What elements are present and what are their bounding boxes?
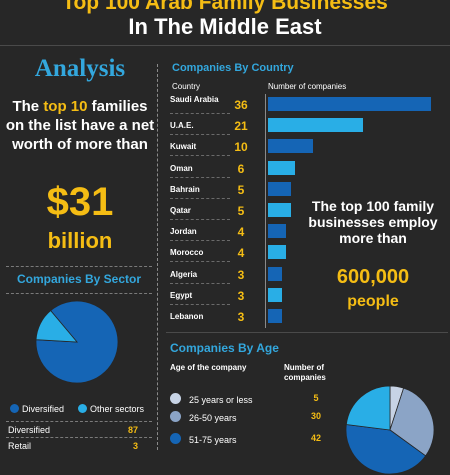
age-swatch	[170, 411, 181, 422]
employment-value: 600,000	[336, 266, 410, 288]
net-worth-value: $31	[46, 180, 114, 224]
net-worth-unit: billion	[47, 228, 113, 253]
age-swatch	[170, 393, 181, 404]
age-row-value: 30	[310, 411, 321, 421]
country-column-header: Country	[172, 82, 201, 91]
country-label: Saudi Arabia	[170, 95, 219, 104]
title-divider	[0, 45, 450, 46]
age-row: 26-50 years	[170, 411, 237, 423]
age-swatch	[170, 433, 181, 444]
country-bar	[268, 139, 314, 154]
sector-top-rule	[6, 266, 152, 267]
column-divider	[157, 64, 158, 450]
country-count-label: 10	[234, 140, 248, 155]
country-count-label: 5	[237, 182, 245, 197]
country-label: Egypt	[170, 290, 193, 300]
sector-table-rule	[6, 437, 152, 438]
sector-table-value: 87	[127, 425, 138, 435]
country-bar	[268, 181, 291, 196]
country-chart-title: Companies By Country	[172, 62, 294, 74]
country-count-label: 36	[234, 98, 248, 112]
employment-unit: people	[347, 293, 399, 310]
page-title: Top 100 Arab Family Businesses	[62, 0, 388, 14]
count-column-header: Number of companies	[268, 82, 347, 91]
sector-pie-slice	[35, 310, 78, 343]
country-bar	[268, 203, 291, 217]
sector-heading-rule	[6, 293, 152, 294]
age-column-header: Age of the company	[170, 363, 247, 372]
age-pie-slice	[345, 385, 391, 431]
analysis-text-post: families on the list have a net worth of…	[5, 98, 155, 153]
country-row-rule	[170, 197, 230, 199]
country-bar	[268, 287, 282, 302]
sector-table-row: Diversified 87	[8, 425, 138, 435]
country-count-label: 3	[237, 288, 245, 303]
country-label: Jordan	[170, 227, 197, 237]
sector-table-row: Retail 3	[8, 441, 138, 451]
country-bar	[268, 245, 287, 260]
country-row-rule	[170, 282, 230, 284]
country-count-label: 4	[237, 246, 245, 261]
analysis-text: The top 10 families on the list have a n…	[4, 97, 156, 154]
country-bar	[268, 160, 296, 175]
country-label: Qatar	[170, 206, 191, 215]
age-chart-title: Companies By Age	[170, 341, 279, 355]
legend-swatch-other-sectors	[78, 404, 87, 413]
country-label: Bahrain	[170, 184, 200, 194]
country-row-rule	[170, 134, 230, 136]
country-bar	[268, 309, 282, 323]
age-row-value: 42	[310, 433, 321, 443]
age-row-value: 5	[313, 393, 319, 403]
sector-table-rule	[6, 421, 152, 422]
country-row-rule	[170, 261, 230, 263]
analysis-text-pre: The	[12, 98, 44, 115]
country-count-label: 6	[237, 161, 245, 176]
age-section-rule	[166, 332, 448, 333]
country-bar	[268, 97, 431, 111]
country-label: Oman	[170, 163, 193, 173]
bars-axis	[265, 94, 266, 328]
country-count-label: 21	[234, 119, 248, 134]
analysis-text-highlight: top 10	[43, 98, 88, 115]
page-subtitle: In The Middle East	[128, 14, 322, 39]
age-row-label: 51-75 years	[189, 435, 237, 445]
employment-text: The top 100 family businesses employ mor…	[308, 198, 438, 246]
country-label: Algeria	[170, 269, 198, 279]
legend-label-diversified: Diversified	[22, 404, 65, 414]
sector-table-label: Diversified	[8, 425, 51, 435]
country-row-rule	[170, 155, 230, 157]
country-bar	[268, 266, 282, 281]
country-bar	[268, 224, 287, 239]
age-row: 25 years or less	[170, 393, 253, 405]
country-row-rule	[170, 113, 230, 114]
country-row-rule	[170, 303, 230, 305]
age-pie-chart	[345, 385, 435, 475]
country-count-label: 3	[237, 267, 245, 282]
country-count-label: 5	[237, 204, 245, 218]
age-count-column-header: Number of companies	[284, 363, 326, 382]
sector-table-value: 3	[132, 441, 138, 451]
country-row-rule	[170, 219, 230, 220]
country-count-label: 4	[237, 225, 245, 240]
legend-swatch-diversified	[10, 404, 19, 413]
country-label: Morocco	[170, 248, 204, 258]
country-count-label: 3	[237, 310, 245, 324]
sector-pie-chart	[35, 300, 119, 384]
country-label: Kuwait	[170, 142, 197, 152]
country-row-rule	[170, 176, 230, 178]
country-bar	[268, 118, 364, 133]
age-row: 51-75 years	[170, 433, 237, 445]
analysis-heading: Analysis	[34, 55, 126, 82]
country-row-rule	[170, 240, 230, 242]
country-label: U.A.E.	[170, 121, 194, 131]
legend-label-other-sectors: Other sectors	[90, 404, 145, 414]
sector-table-label: Retail	[8, 441, 32, 451]
age-row-label: 25 years or less	[189, 395, 253, 405]
sector-chart-title: Companies By Sector	[16, 272, 142, 286]
age-row-label: 26-50 years	[189, 413, 237, 423]
legend-diversified: Diversified	[10, 404, 64, 414]
legend-other-sectors: Other sectors	[78, 404, 144, 414]
country-label: Lebanon	[170, 312, 204, 321]
